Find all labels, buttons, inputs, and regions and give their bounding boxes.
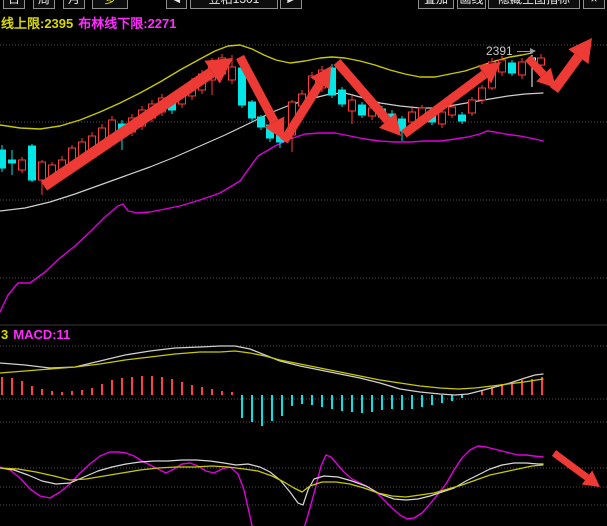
trend-arrow-head	[264, 116, 285, 140]
contract-title-button[interactable]: 豆粕1301	[190, 0, 278, 9]
boll-upper-line	[0, 44, 533, 130]
kdj-k-line	[0, 464, 544, 498]
candle-body	[0, 149, 6, 169]
toolbar: 日周月多 ◄豆粕1301► 叠加画线隐藏主图指标×	[0, 0, 607, 10]
trend-arrow-head	[581, 470, 600, 487]
candle-body	[498, 59, 506, 73]
candle-body	[228, 66, 236, 81]
hide-indicators-button[interactable]: 隐藏主图指标	[488, 0, 580, 9]
period-day-button[interactable]: 日	[3, 0, 25, 9]
candle-body	[537, 57, 545, 66]
trend-arrow-head	[477, 62, 501, 84]
trend-arrow-shaft	[551, 450, 590, 481]
trend-arrow-shaft	[236, 54, 279, 124]
candle-body	[468, 99, 476, 114]
macd-dif-line	[0, 350, 544, 390]
candle-body	[518, 61, 526, 76]
candle-body	[28, 145, 36, 181]
trend-arrow-shaft	[549, 53, 583, 93]
trend-arrow-shaft	[40, 67, 216, 191]
macd-dea-line	[0, 345, 544, 396]
boll-lower-line	[0, 130, 544, 313]
trend-arrow-head	[568, 38, 592, 64]
kdj-d-line	[0, 459, 544, 506]
nav-prev-button[interactable]: ◄	[166, 0, 187, 9]
candle-body	[248, 101, 256, 119]
trend-arrow-shaft	[333, 59, 391, 124]
macd-value: MACD:11	[13, 327, 71, 342]
candle-body	[257, 116, 265, 128]
nav-next-button[interactable]: ►	[280, 0, 302, 9]
price-annotation-value: 2391	[486, 44, 513, 58]
period-more-button[interactable]: 多	[92, 0, 128, 9]
bollinger-label: 线上限:2395 布林线下限:2271	[1, 13, 177, 32]
trend-arrow-shaft	[525, 55, 547, 78]
candle-body	[348, 99, 356, 112]
candle-body	[8, 159, 16, 164]
candle-body	[38, 161, 46, 181]
boll-upper-value: 线上限:2395	[1, 16, 74, 31]
period-month-button[interactable]: 月	[63, 0, 85, 9]
candle-body	[408, 111, 416, 123]
overlay-button[interactable]: 叠加	[418, 0, 454, 9]
kdj-j-line	[0, 445, 544, 526]
macd-left-fragment: 3	[1, 327, 9, 342]
trend-arrow-head	[310, 66, 331, 90]
trend-arrow-shaft	[401, 70, 488, 138]
macd-label: 3 MACD:11	[1, 327, 70, 342]
trend-arrow-shaft	[280, 81, 324, 144]
price-annotation-arrow-icon	[516, 48, 536, 55]
candle-body	[438, 111, 446, 125]
candle-body	[458, 114, 466, 122]
boll-lower-value: 布林线下限:2271	[78, 16, 177, 31]
candle-body	[448, 106, 456, 116]
price-annotation: 2391	[486, 44, 536, 58]
candle-body	[358, 104, 366, 116]
candle-body	[338, 89, 346, 105]
candle-body	[478, 87, 486, 101]
more-button[interactable]: ×	[583, 0, 605, 9]
candle-body	[18, 159, 26, 171]
candle-body	[508, 62, 516, 74]
trend-arrow-head	[204, 58, 233, 84]
trend-arrow-head	[378, 112, 401, 136]
period-week-button[interactable]: 周	[33, 0, 55, 9]
trend-arrow-head	[536, 67, 556, 88]
draw-line-button[interactable]: 画线	[457, 0, 486, 9]
